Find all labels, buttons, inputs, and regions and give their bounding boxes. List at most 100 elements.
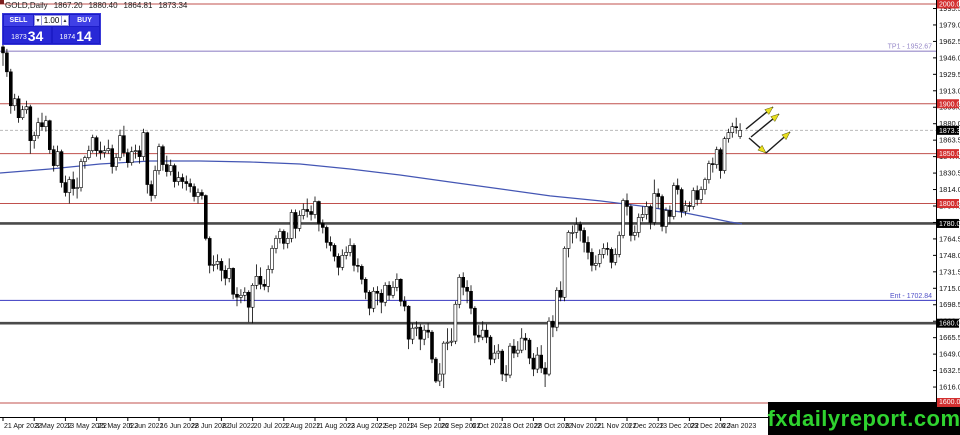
candle-body: [161, 146, 165, 165]
candle: [383, 282, 388, 307]
candle-body: [122, 135, 126, 153]
candle: [640, 206, 645, 222]
candle: [192, 183, 196, 202]
candle-body: [262, 283, 267, 287]
buy-price-display[interactable]: 1874 14: [52, 27, 99, 43]
candle: [395, 273, 399, 292]
candle: [488, 335, 493, 366]
candle-body: [309, 211, 313, 215]
candle-body: [47, 120, 52, 150]
date-tick-label: 21 Apr 2022: [4, 423, 42, 430]
window-corner-mark: [0, 0, 4, 4]
candle-body: [40, 122, 44, 127]
candle: [590, 248, 594, 272]
candle: [371, 287, 376, 313]
candle: [336, 253, 341, 276]
candle: [625, 193, 629, 216]
candle: [243, 287, 247, 302]
price-level-label-1600: 1600.00: [937, 398, 960, 407]
candle: [609, 247, 614, 269]
candle: [157, 143, 161, 175]
candle: [710, 157, 715, 173]
candle-body: [44, 120, 48, 127]
level-price-badge-bg: [937, 0, 959, 9]
watermark: fxdailyreport.com: [767, 402, 960, 435]
candle: [262, 279, 267, 291]
price-tick-label: 1764.50: [939, 234, 960, 243]
candle-body: [168, 165, 173, 172]
price-axis[interactable]: 1995.501979.001962.501946.001929.501913.…: [933, 0, 960, 408]
candle-body: [188, 183, 192, 187]
candle: [211, 255, 216, 272]
candle-body: [554, 289, 559, 328]
candle-body: [449, 340, 454, 343]
candle: [309, 205, 313, 221]
candle: [180, 173, 185, 189]
date-tick-label: 16 Jun 2022: [160, 423, 199, 430]
candle: [422, 325, 427, 346]
candle-body: [110, 148, 114, 167]
candle: [492, 345, 497, 364]
candle: [691, 187, 696, 210]
candle-body: [395, 279, 399, 288]
candle: [434, 357, 438, 384]
candle: [496, 344, 501, 360]
candle: [281, 229, 286, 250]
candle-body: [332, 245, 337, 257]
candle-body: [9, 71, 13, 107]
date-tick-label: 14 Sep 2022: [410, 423, 450, 430]
candle-body: [243, 291, 247, 296]
candle-body: [87, 150, 91, 158]
bid-price-badge: 1873.34: [937, 125, 960, 135]
price-tick-label: 1715.00: [939, 284, 960, 293]
candle-body: [496, 350, 501, 354]
candle-body: [106, 148, 111, 151]
candle: [305, 198, 310, 218]
bid-price-badge-bg: [937, 125, 959, 135]
candle-body: [270, 248, 274, 270]
buy-button[interactable]: BUY: [70, 15, 99, 26]
volume-increase-button[interactable]: ▲: [61, 15, 69, 26]
candle: [285, 232, 290, 249]
candle: [278, 228, 282, 244]
candle-body: [375, 290, 380, 294]
candle: [535, 347, 540, 374]
candle-body: [578, 224, 583, 231]
price-tick-label: 1880.00: [939, 119, 960, 128]
candle: [465, 280, 469, 304]
time-axis-background[interactable]: [0, 418, 960, 435]
candle: [114, 153, 118, 171]
candle: [566, 230, 571, 258]
candle: [219, 258, 224, 282]
candle-body: [250, 284, 255, 308]
sell-price-display[interactable]: 1873 34: [4, 27, 51, 43]
candle: [558, 281, 563, 302]
candle: [601, 243, 606, 259]
volume-input[interactable]: 1.00: [42, 15, 61, 26]
candle-body: [574, 224, 579, 233]
price-tick-label: 1616.00: [939, 383, 960, 392]
candle: [582, 227, 586, 253]
level-price-badge-bg: [937, 149, 959, 159]
candle: [44, 115, 48, 132]
candle-body: [539, 354, 544, 369]
candle-body: [5, 52, 9, 73]
low-value: 1864.81: [123, 1, 153, 10]
candle-body: [508, 345, 512, 376]
candle: [317, 200, 321, 232]
candle: [51, 145, 56, 172]
candle-body: [609, 249, 614, 263]
level-price-badge: 2000.00: [937, 0, 960, 9]
candle-body: [543, 367, 547, 375]
level-price-badge-bg: [937, 199, 959, 208]
candle-body: [621, 200, 625, 236]
candle-body: [527, 339, 532, 359]
volume-decrease-button[interactable]: ▼: [34, 15, 42, 26]
candle: [40, 112, 44, 131]
sell-button[interactable]: SELL: [4, 15, 33, 26]
candle-body: [426, 329, 430, 333]
candle: [418, 324, 423, 351]
candle-body: [165, 164, 169, 172]
